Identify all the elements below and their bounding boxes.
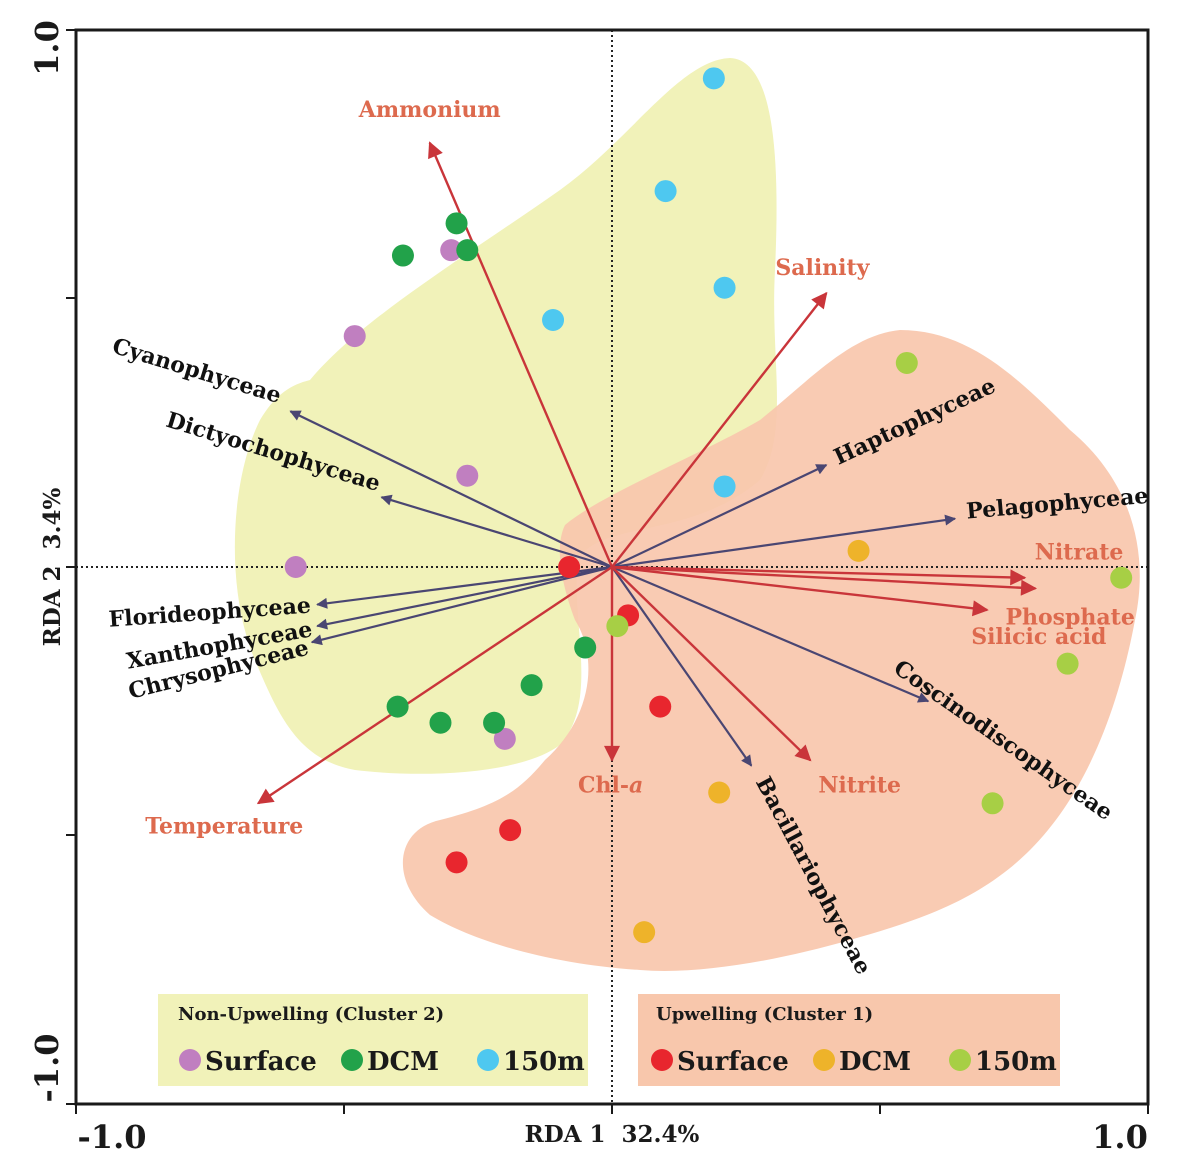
point-non-upwelling-dcm-8	[483, 711, 506, 734]
legend-upwelling-label-surface: Surface	[677, 1047, 789, 1077]
point-non-upwelling-dcm-2	[391, 244, 414, 267]
point-non-upwelling-150m-2	[654, 180, 677, 203]
point-upwelling-dcm-2	[708, 781, 731, 804]
env-arrow-phosphate	[611, 565, 1038, 596]
point-upwelling-dcm-1	[847, 539, 870, 562]
legend-non-upwelling-marker-150m	[477, 1049, 499, 1071]
legend-non-upwelling-label-dcm: DCM	[367, 1047, 439, 1077]
env-label-chl-a: Chl-a	[578, 772, 643, 798]
point-non-upwelling-dcm-1	[445, 212, 468, 235]
point-non-upwelling-dcm-6	[386, 695, 409, 718]
point-non-upwelling-dcm-3	[456, 239, 479, 262]
point-upwelling-150m-3	[606, 615, 629, 638]
point-upwelling-150m-5	[981, 792, 1004, 815]
point-non-upwelling-150m-4	[542, 308, 565, 331]
legend-upwelling-marker-dcm	[813, 1049, 835, 1071]
point-non-upwelling-surface-5	[493, 727, 516, 750]
legend-non-upwelling-label-150m: 150m	[503, 1047, 585, 1077]
env-label-nitrate: Nitrate	[1035, 540, 1124, 566]
taxon-arrow-dictyochophyceae	[380, 494, 613, 569]
env-label-temperature: Temperature	[145, 813, 303, 839]
point-non-upwelling-150m-1	[702, 67, 725, 90]
point-upwelling-150m-4	[1056, 652, 1079, 675]
taxon-arrow-chrysophyceae	[310, 565, 613, 646]
legend-non-upwelling-box	[158, 994, 588, 1086]
point-non-upwelling-150m-3	[713, 276, 736, 299]
legend-upwelling-box	[638, 994, 1060, 1086]
taxon-label-cyanophyceae: Cyanophyceae	[109, 333, 284, 409]
env-arrow-nitrite	[611, 566, 812, 762]
y-tick-label-min: -1.0	[28, 1034, 66, 1103]
point-upwelling-150m-2	[1110, 566, 1133, 589]
taxon-arrow-bacillariophyceae	[611, 566, 753, 767]
point-upwelling-surface-3	[649, 695, 672, 718]
point-upwelling-surface-4	[499, 819, 522, 842]
point-non-upwelling-surface-2	[343, 325, 366, 348]
env-label-silicic-acid: Silicic acid	[971, 624, 1106, 650]
point-non-upwelling-surface-4	[284, 556, 307, 578]
legend-non-upwelling-label-surface: Surface	[205, 1047, 317, 1077]
env-label-salinity: Salinity	[775, 255, 870, 281]
upwelling-region	[402, 330, 1140, 971]
taxon-arrow-xanthophyceae	[316, 565, 613, 630]
y-tick-label-max: 1.0	[28, 20, 66, 76]
sample-points-layer	[284, 67, 1133, 944]
point-upwelling-surface-1	[558, 556, 581, 578]
legend-upwelling-marker-surface	[651, 1049, 673, 1071]
x-axis-title: RDA 1 32.4%	[525, 1121, 700, 1148]
point-non-upwelling-surface-3	[456, 464, 479, 487]
env-label-phosphate: Phosphate	[1005, 604, 1134, 630]
legend-non-upwelling: Non-Upwelling (Cluster 2) Surface DCM 150m	[158, 994, 588, 1086]
legend-non-upwelling-title: Non-Upwelling (Cluster 2)	[178, 1004, 444, 1025]
x-tick-label-max: 1.0	[1092, 1118, 1148, 1156]
point-non-upwelling-dcm-7	[429, 711, 452, 734]
point-non-upwelling-dcm-4	[574, 636, 597, 659]
legend-non-upwelling-marker-dcm	[341, 1049, 363, 1071]
y-axis-title: RDA 2 3.4%	[39, 487, 66, 646]
legend-upwelling-label-150m: 150m	[975, 1047, 1057, 1077]
env-arrow-salinity	[611, 291, 828, 568]
point-upwelling-150m-1	[895, 351, 918, 374]
env-label-nitrite: Nitrite	[818, 772, 901, 798]
legend-non-upwelling-marker-surface	[179, 1049, 201, 1071]
legend-upwelling-marker-150m	[949, 1049, 971, 1071]
env-arrow-temperature	[256, 566, 613, 805]
legend-upwelling-title: Upwelling (Cluster 1)	[656, 1004, 873, 1025]
point-non-upwelling-150m-5	[713, 475, 736, 498]
env-label-ammonium: Ammonium	[358, 97, 501, 123]
legend-upwelling: Upwelling (Cluster 1) Surface DCM 150m	[638, 994, 1060, 1086]
env-arrow-nitrate	[611, 565, 1027, 586]
non-upwelling-region	[234, 58, 777, 774]
point-non-upwelling-surface-1	[440, 239, 463, 262]
taxon-arrow-haptophyceae	[611, 463, 828, 568]
x-tick-label-min: -1.0	[78, 1118, 147, 1156]
point-non-upwelling-dcm-5	[520, 674, 543, 697]
taxon-arrow-pelagophyceae	[611, 514, 957, 569]
taxon-arrow-cyanophyceae	[289, 410, 613, 568]
point-upwelling-surface-5	[445, 851, 468, 874]
point-upwelling-dcm-3	[633, 921, 656, 944]
taxon-arrow-coscinodiscophyceae	[611, 565, 930, 703]
legend-upwelling-label-dcm: DCM	[839, 1047, 911, 1077]
env-arrow-silicic-acid	[611, 565, 989, 617]
axis-ticks	[66, 29, 1149, 1114]
